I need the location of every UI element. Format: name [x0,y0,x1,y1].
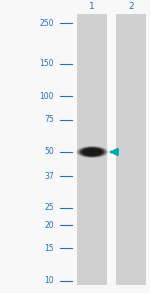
Ellipse shape [85,149,99,155]
Ellipse shape [84,149,100,155]
Ellipse shape [78,146,107,157]
Ellipse shape [83,148,102,156]
Text: 2: 2 [128,2,134,11]
Ellipse shape [80,147,105,157]
Ellipse shape [81,148,103,156]
Bar [116,14,146,285]
Text: 1: 1 [89,2,95,11]
Text: 37: 37 [44,172,54,180]
Bar [77,14,107,285]
Text: 150: 150 [39,59,54,69]
Ellipse shape [83,149,101,155]
Ellipse shape [76,146,108,158]
Ellipse shape [87,150,98,154]
Text: 75: 75 [44,115,54,124]
Text: 250: 250 [39,18,54,28]
Text: 20: 20 [44,221,54,230]
Text: 100: 100 [39,92,54,101]
Ellipse shape [82,148,103,156]
Text: 10: 10 [44,276,54,285]
Text: 25: 25 [44,203,54,212]
Ellipse shape [86,149,99,154]
Ellipse shape [79,147,106,157]
Text: 50: 50 [44,147,54,156]
Ellipse shape [80,147,104,156]
Text: 15: 15 [44,244,54,253]
